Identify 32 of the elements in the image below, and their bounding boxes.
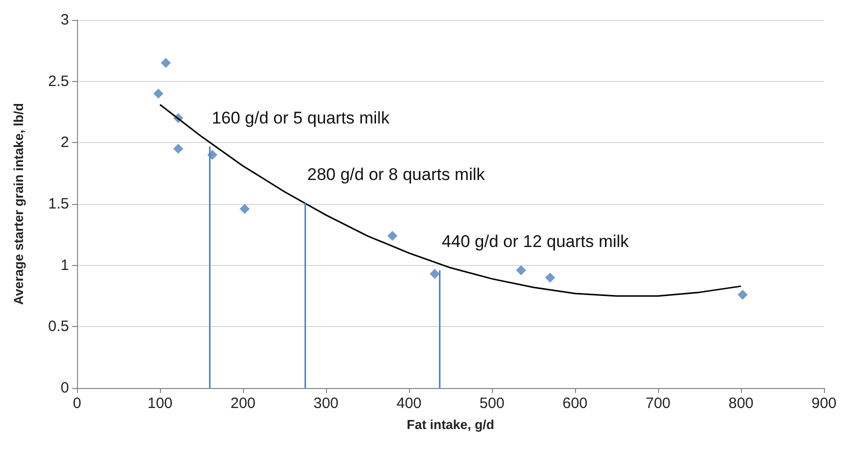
point	[173, 144, 184, 154]
y-tick-label: 1.5	[48, 196, 69, 212]
point	[153, 88, 164, 99]
x-tick-label: 900	[811, 395, 837, 412]
point	[516, 265, 526, 276]
x-tick-label: 400	[396, 395, 422, 412]
y-tick-label: 2.5	[48, 72, 69, 90]
point	[738, 290, 748, 300]
x-tick-label: 800	[728, 395, 754, 412]
point	[387, 230, 398, 241]
x-axis-title: Fat intake, g/d	[406, 417, 494, 432]
x-tick-label: 300	[313, 395, 339, 412]
annotation: 160 g/d or 5 quarts milk	[212, 108, 390, 128]
y-tick-label: 0	[60, 380, 69, 396]
annotation: 280 g/d or 8 quarts milk	[307, 164, 486, 184]
point	[160, 58, 171, 68]
y-tick-label: 2	[60, 134, 69, 152]
point	[430, 268, 440, 279]
x-tick-label: 100	[147, 395, 173, 412]
x-tick-label: 700	[645, 395, 671, 412]
y-tick-label: 0.5	[48, 318, 69, 336]
x-tick-label: 600	[562, 395, 588, 412]
x-tick-label: 0	[72, 395, 82, 412]
point	[240, 204, 250, 214]
y-tick-label: 1	[60, 256, 69, 274]
annotation: 440 g/d or 12 quarts milk	[442, 232, 630, 252]
line-series	[159, 104, 742, 297]
x-tick-label: 200	[230, 395, 256, 412]
point	[545, 272, 556, 283]
y-tick-label: 3	[60, 12, 69, 28]
y-axis-title: Average starter grain intake, lb/d	[11, 103, 26, 305]
x-tick-label: 500	[479, 395, 505, 412]
